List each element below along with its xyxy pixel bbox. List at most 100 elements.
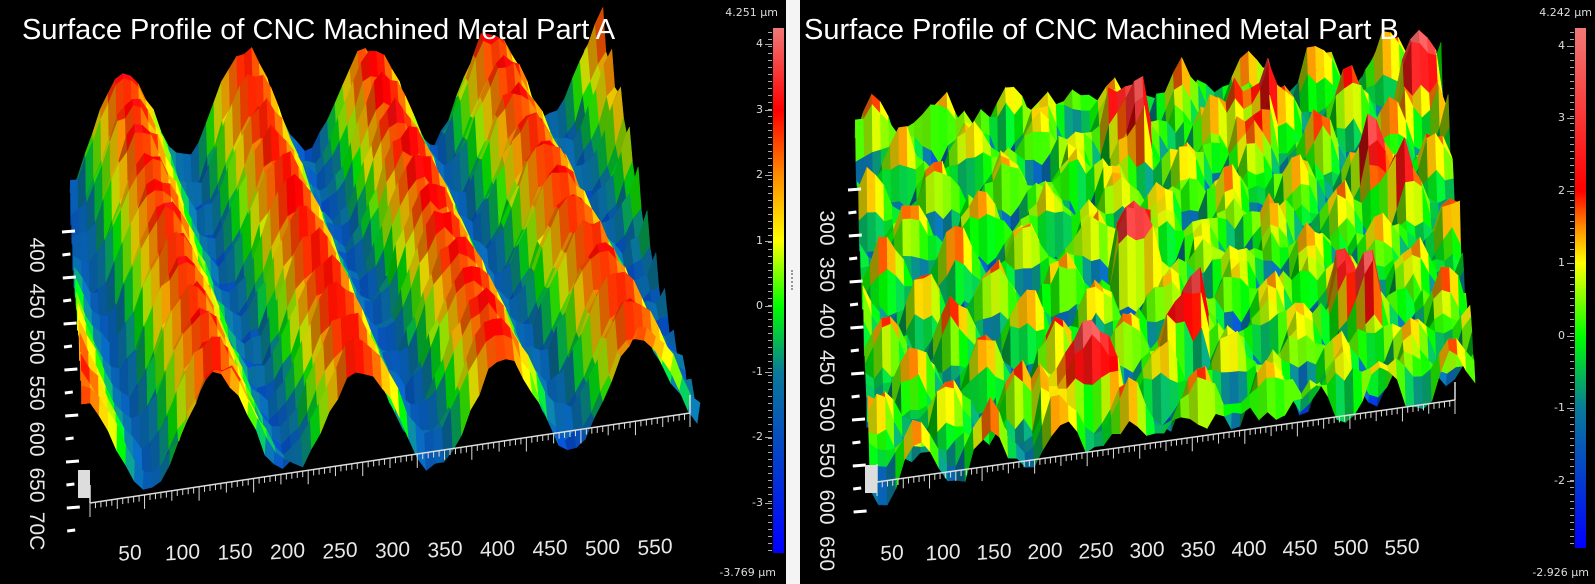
colorbar-minor-tick (768, 347, 772, 348)
colorbar-minor-tick (768, 501, 772, 502)
colorbar-minor-tick (768, 130, 772, 131)
surface-cell (1058, 265, 1069, 314)
surface-cell (990, 268, 1001, 318)
surface-cell (1024, 131, 1034, 161)
x-tick-label: 250 (322, 538, 357, 563)
surface-cell (1154, 287, 1165, 323)
x-tick-label: 450 (532, 536, 567, 561)
x-tick-label: 50 (118, 541, 141, 566)
y-axis-tick (61, 229, 76, 234)
surface-cell (922, 273, 933, 321)
colorbar-minor-tick (768, 403, 772, 404)
x-tick-label: 400 (480, 537, 515, 562)
colorbar-minor-tick (768, 410, 772, 411)
colorbar-minor-tick (768, 242, 772, 243)
surface-cell (890, 164, 901, 204)
colorbar-tick (765, 502, 772, 504)
surface-cell (887, 268, 897, 317)
surface-cell (1426, 36, 1438, 57)
surface-cell (1090, 215, 1101, 262)
colorbar-max-label: 4.251 µm (725, 6, 778, 19)
surface-cell (1001, 162, 1012, 218)
surface-cell (1228, 330, 1239, 373)
colorbar-minor-tick (768, 221, 772, 222)
surface-plot-part-b: 50 100 150 200 250 300 350 400 450 500 550 300 350 40… (800, 0, 1595, 584)
surface-cell (1046, 210, 1056, 262)
y-tick-label: 70C (25, 512, 48, 551)
surface-cell (1388, 96, 1400, 135)
surface-cell (986, 213, 997, 267)
surface-cell (1128, 377, 1139, 428)
surface-cell (1134, 207, 1145, 242)
surface-cell (980, 109, 991, 137)
surface-cell (927, 235, 938, 262)
surface-cell (1269, 203, 1280, 229)
surface-cell (911, 445, 922, 463)
surface-cell (912, 420, 923, 447)
surface-mesh (854, 29, 1476, 506)
colorbar-minor-tick (768, 81, 772, 82)
colorbar-minor-tick (768, 277, 772, 278)
colorbar-minor-tick (768, 200, 772, 201)
surface-cell (142, 471, 153, 490)
y-tick-label: 650 (25, 467, 48, 502)
surface-cell (1211, 142, 1222, 175)
panel-splitter[interactable] (786, 0, 800, 584)
y-axis-tick (65, 459, 80, 464)
surface-cell (1335, 88, 1346, 130)
surface-cell (1239, 50, 1250, 88)
x-tick-label: 100 (165, 540, 200, 565)
surface-cell (1374, 239, 1386, 268)
surface-cell (1352, 367, 1363, 417)
colorbar-minor-tick (768, 151, 772, 152)
surface-cell (878, 236, 888, 277)
surface-cell (945, 386, 956, 428)
surface-cell (910, 205, 920, 222)
y-axis-tick (63, 321, 77, 326)
surface-cell (1127, 234, 1137, 314)
surface-cell (866, 166, 877, 214)
surface-3d-view-b[interactable]: 50 100 150 200 250 300 350 400 450 500 55030035040… (800, 0, 1595, 584)
colorbar-minor-tick (768, 193, 772, 194)
surface-cell (255, 365, 267, 389)
surface-3d-view-a[interactable]: 50 100 150 200 250 300 350 400 450 500 55040045050… (0, 0, 786, 584)
surface-cell (1118, 234, 1129, 312)
surface-cell (1275, 377, 1286, 420)
x-tick-label: 500 (585, 535, 620, 560)
surface-cell (877, 449, 888, 468)
surface-cell (954, 225, 965, 266)
colorbar-minor-tick (768, 473, 772, 474)
surface-cell (134, 123, 144, 134)
y-axis-tick (67, 528, 76, 533)
surface-cell (190, 141, 201, 189)
surface-cell (1135, 238, 1146, 314)
surface-cell (925, 170, 936, 215)
colorbar-minor-tick (768, 417, 772, 418)
colorbar-minor-tick (768, 333, 772, 334)
colorbar-tick (765, 44, 772, 46)
surface-cell (914, 278, 924, 321)
x-tick-label: 550 (637, 535, 672, 560)
surface-cell (1223, 277, 1234, 314)
surface-cell (1405, 180, 1416, 228)
surface-cell (982, 273, 993, 320)
surface-cell (1189, 178, 1199, 213)
y-tick-label: 450 (25, 283, 48, 318)
z-axis-stub (78, 470, 90, 498)
colorbar-tick-label: -3 (752, 495, 763, 509)
colorbar-minor-tick (768, 529, 772, 530)
surface-cell (1266, 377, 1277, 421)
surface-cell (901, 205, 912, 220)
surface-cell (1440, 266, 1451, 294)
surface-cell (876, 393, 887, 436)
x-tick-label: 200 (270, 539, 305, 564)
colorbar-minor-tick (768, 487, 772, 488)
colorbar-minor-tick (768, 263, 772, 264)
surface-cell (1071, 89, 1082, 112)
surface-cell (1335, 372, 1346, 423)
y-axis-tick (63, 298, 72, 303)
surface-cell (302, 235, 313, 281)
colorbar-minor-tick (768, 172, 772, 173)
colorbar-minor-tick (768, 291, 772, 292)
surface-cell (1223, 164, 1234, 193)
